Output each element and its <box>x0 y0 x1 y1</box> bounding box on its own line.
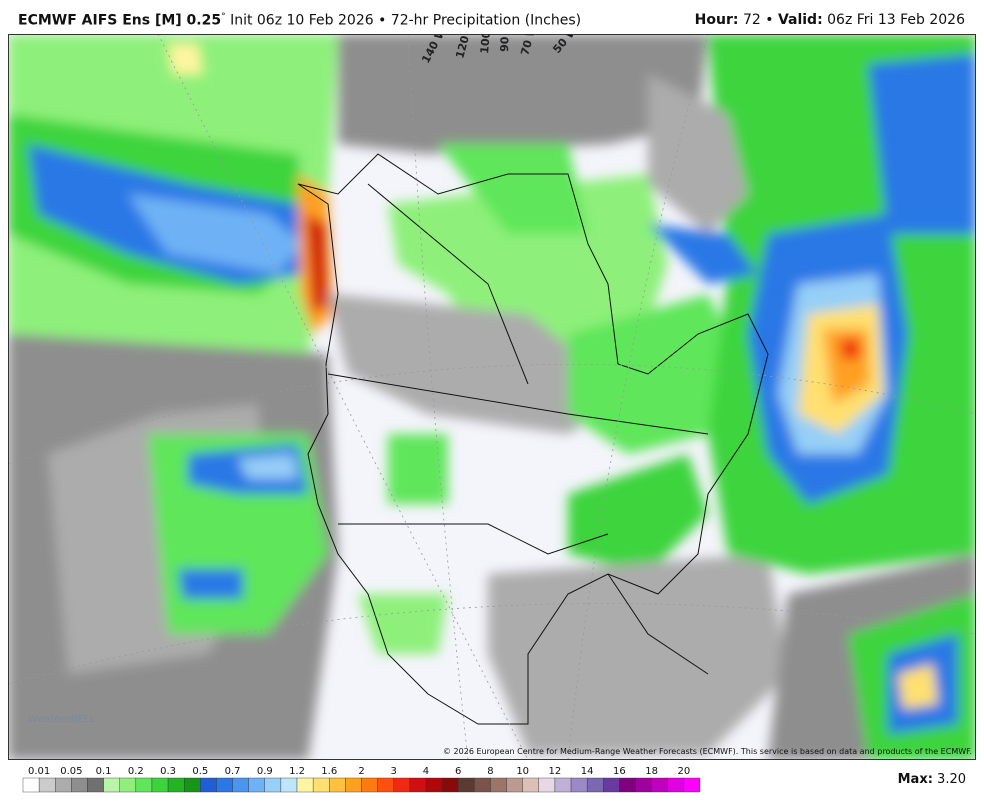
legend-box <box>361 777 378 793</box>
legend-tick-label: 0.3 <box>160 766 176 777</box>
legend-tick-label: 0.05 <box>60 766 82 777</box>
legend-box <box>103 777 120 793</box>
legend-box <box>38 777 56 793</box>
legend-tick-label: 0.5 <box>192 766 208 777</box>
legend-box <box>522 777 540 793</box>
degree: ° <box>221 12 226 22</box>
legend-box <box>538 777 556 793</box>
max-number: 3.20 <box>937 772 966 787</box>
precip-blobs <box>8 34 976 760</box>
legend-tick-label: 1.6 <box>321 766 337 777</box>
legend-box <box>248 777 265 793</box>
precip-field <box>8 34 976 760</box>
legend-box <box>619 777 636 793</box>
hour-label: Hour: <box>694 12 739 28</box>
header-info: Init 06z 10 Feb 2026 • 72-hr Precipitati… <box>230 12 582 29</box>
color-legend: 0.01 0.05 0.1 0.2 0.3 0.5 0.7 0.9 1.2 1.6 2 3 4 6 8 10 1… <box>22 766 701 793</box>
legend-box <box>119 777 137 793</box>
model-name: ECMWF AIFS Ens [M] 0.25 <box>18 12 222 29</box>
legend-box <box>264 777 282 793</box>
legend-box <box>458 777 475 793</box>
legend-box <box>167 777 185 793</box>
legend-box <box>232 777 249 793</box>
valid-time: 06z Fri 13 Feb 2026 <box>827 12 965 28</box>
legend-tick-label: 4 <box>423 766 429 777</box>
legend-tick-label: 8 <box>487 766 493 777</box>
max-label: Max: <box>897 772 933 787</box>
boundaries <box>297 153 769 725</box>
separator: • <box>765 12 774 28</box>
longitude-label: 100 W <box>478 34 494 54</box>
legend-box <box>71 777 88 793</box>
legend-box <box>409 777 427 793</box>
legend-box <box>345 777 362 793</box>
max-value: Max: 3.20 <box>898 772 966 787</box>
legend-box <box>474 777 491 793</box>
header-valid: Hour: 72 • Valid: 06z Fri 13 Feb 2026 <box>695 12 965 28</box>
legend-box <box>586 777 604 793</box>
legend-tick-label: 16 <box>613 766 626 777</box>
legend-box <box>216 777 233 793</box>
legend-tick-label: 2 <box>358 766 364 777</box>
legend-box <box>570 777 588 793</box>
legend-tick-label: 20 <box>678 766 691 777</box>
legend-box <box>183 777 201 793</box>
longitude-label: 90 W <box>498 34 512 52</box>
legend-tick-label: 0.2 <box>128 766 144 777</box>
legend-boxes <box>22 777 701 793</box>
legend-tick-label: 0.1 <box>96 766 112 777</box>
legend-box <box>151 777 169 793</box>
graticule <box>8 34 976 760</box>
legend-tick-label: 1.2 <box>289 766 305 777</box>
precip-map: 140 W 120 W 100 W 90 W 70 W 50 W WeatherBELL … <box>8 34 976 760</box>
legend-box <box>425 777 443 793</box>
legend-tick-label: 0.7 <box>225 766 241 777</box>
legend-box <box>200 777 217 793</box>
legend-tick-label: 10 <box>516 766 529 777</box>
logo: WeatherBELL <box>28 714 95 725</box>
legend-box <box>280 777 298 793</box>
legend-box <box>490 777 507 793</box>
map-border <box>8 34 976 760</box>
legend-tick-label: 12 <box>549 766 562 777</box>
legend-tick-label: 3 <box>391 766 397 777</box>
legend-box <box>441 777 459 793</box>
legend-box <box>296 777 314 793</box>
legend-tick-label: 0.01 <box>28 766 50 777</box>
legend-box <box>683 777 701 793</box>
legend-box <box>22 777 40 793</box>
legend-box <box>603 777 620 793</box>
legend-tick-label: 6 <box>455 766 461 777</box>
legend-box <box>55 777 72 793</box>
legend-tick-label: 0.9 <box>257 766 273 777</box>
legend-tick-label: 14 <box>581 766 594 777</box>
copyright: © 2026 European Centre for Medium-Range … <box>443 747 972 756</box>
legend-box <box>635 777 652 793</box>
legend-box <box>506 777 523 793</box>
legend-labels: 0.01 0.05 0.1 0.2 0.3 0.5 0.7 0.9 1.2 1.6 2 3 4 6 8 10 1… <box>28 766 690 777</box>
valid-label: Valid: <box>777 12 823 28</box>
legend-box <box>135 777 153 793</box>
legend-box <box>554 777 572 793</box>
legend-box <box>377 777 394 793</box>
legend-box <box>667 777 685 793</box>
legend-box <box>312 777 330 793</box>
header-title: ECMWF AIFS Ens [M] 0.25° Init 06z 10 Feb… <box>18 12 581 29</box>
legend-box <box>393 777 411 793</box>
hour: 72 <box>742 12 761 28</box>
legend-box <box>329 777 346 793</box>
legend-tick-label: 18 <box>645 766 658 777</box>
legend-box <box>87 777 104 793</box>
legend-box <box>651 777 668 793</box>
